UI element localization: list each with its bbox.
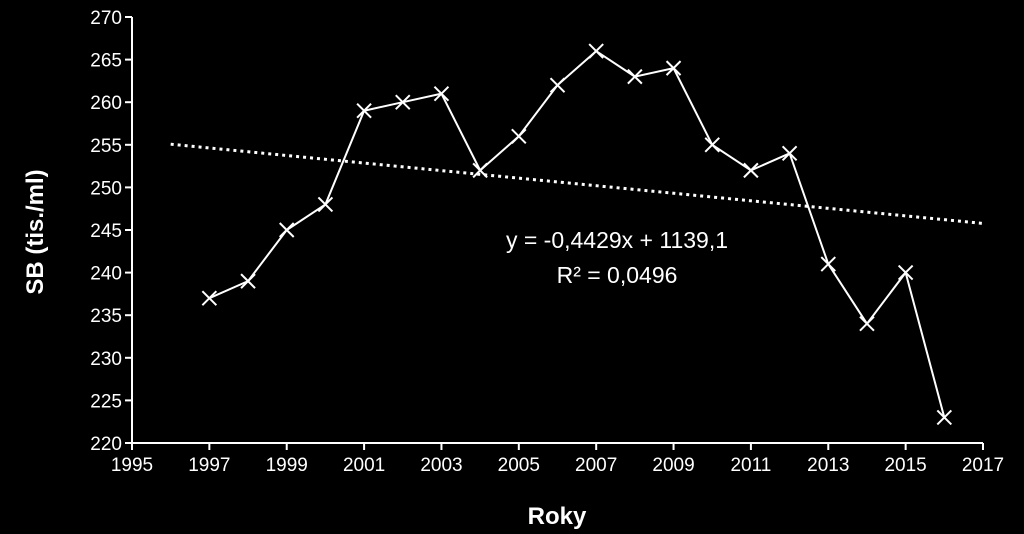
x-tick-label: 2013 bbox=[807, 455, 849, 476]
marker-stroke bbox=[511, 128, 527, 144]
marker-stroke bbox=[472, 162, 488, 179]
marker-stroke bbox=[936, 409, 953, 426]
axes bbox=[125, 16, 984, 450]
y-tick-label: 265 bbox=[90, 51, 122, 72]
y-tick-label: 250 bbox=[90, 178, 122, 199]
series-line bbox=[208, 49, 946, 418]
marker-stroke bbox=[743, 162, 759, 179]
marker-stroke bbox=[588, 43, 604, 59]
x-tick-label: 1997 bbox=[188, 455, 230, 476]
marker-stroke bbox=[859, 316, 875, 332]
trendline-r-squared: R² = 0,0496 bbox=[557, 262, 678, 288]
y-axis-title: SB (tis./ml) bbox=[22, 169, 49, 294]
y-tick-label: 270 bbox=[90, 8, 122, 29]
x-tick-label: 2001 bbox=[343, 455, 385, 476]
marker-stroke bbox=[627, 68, 643, 85]
data-point bbox=[820, 256, 836, 272]
marker-stroke bbox=[240, 273, 256, 289]
data-point bbox=[356, 103, 372, 119]
y-tick-label: 230 bbox=[90, 349, 122, 370]
trendline-equation: y = -0,4429x + 1139,1 bbox=[506, 227, 728, 253]
data-point bbox=[240, 273, 256, 289]
data-point bbox=[279, 222, 295, 238]
data-point bbox=[433, 85, 450, 102]
y-tick-label: 225 bbox=[90, 391, 122, 412]
x-tick-label: 2017 bbox=[962, 455, 1004, 476]
y-tick-label: 220 bbox=[90, 434, 122, 455]
data-point bbox=[665, 60, 682, 76]
data-point bbox=[472, 162, 488, 179]
data-point bbox=[627, 68, 643, 85]
marker-stroke bbox=[279, 222, 295, 238]
marker-stroke bbox=[395, 94, 411, 110]
data-point bbox=[743, 162, 759, 179]
x-tick-label: 2005 bbox=[498, 455, 540, 476]
marker-stroke bbox=[665, 60, 682, 76]
marker-stroke bbox=[317, 196, 334, 213]
data-point bbox=[317, 196, 334, 213]
y-tick-label: 255 bbox=[90, 136, 122, 157]
marker-stroke bbox=[433, 85, 450, 102]
x-tick-label: 2009 bbox=[652, 455, 694, 476]
data-point bbox=[511, 128, 527, 144]
marker-stroke bbox=[820, 256, 836, 272]
trendline bbox=[170, 142, 984, 225]
marker-stroke bbox=[356, 103, 372, 119]
x-axis-title: Roky bbox=[528, 503, 587, 530]
series-group bbox=[201, 43, 953, 426]
y-tick-label: 260 bbox=[90, 93, 122, 114]
data-point bbox=[897, 264, 914, 281]
x-tick-label: 2015 bbox=[884, 455, 926, 476]
data-point bbox=[704, 137, 720, 153]
x-tick-label: 2011 bbox=[730, 455, 771, 476]
x-tick-label: 2007 bbox=[575, 455, 617, 476]
marker-stroke bbox=[704, 137, 720, 153]
marker-stroke bbox=[549, 77, 566, 93]
x-tick-label: 1995 bbox=[111, 455, 153, 476]
y-tick-label: 235 bbox=[90, 306, 122, 327]
y-tick-label: 240 bbox=[90, 264, 122, 285]
data-point bbox=[588, 43, 604, 59]
marker-stroke bbox=[781, 145, 798, 162]
tick-labels: 220 225 230 235 240 245 250 255 260 265 270 1995 199… bbox=[90, 8, 1004, 476]
data-point bbox=[201, 290, 218, 306]
x-tick-label: 1999 bbox=[266, 455, 308, 476]
marker-stroke bbox=[897, 264, 914, 281]
marker-stroke bbox=[201, 290, 218, 306]
data-point bbox=[549, 77, 566, 93]
x-tick-label: 2003 bbox=[420, 455, 462, 476]
data-point bbox=[859, 316, 875, 332]
data-point bbox=[936, 409, 953, 426]
y-tick-label: 245 bbox=[90, 221, 122, 242]
data-point bbox=[395, 94, 411, 110]
trendline-group bbox=[170, 142, 984, 225]
data-point bbox=[781, 145, 798, 162]
